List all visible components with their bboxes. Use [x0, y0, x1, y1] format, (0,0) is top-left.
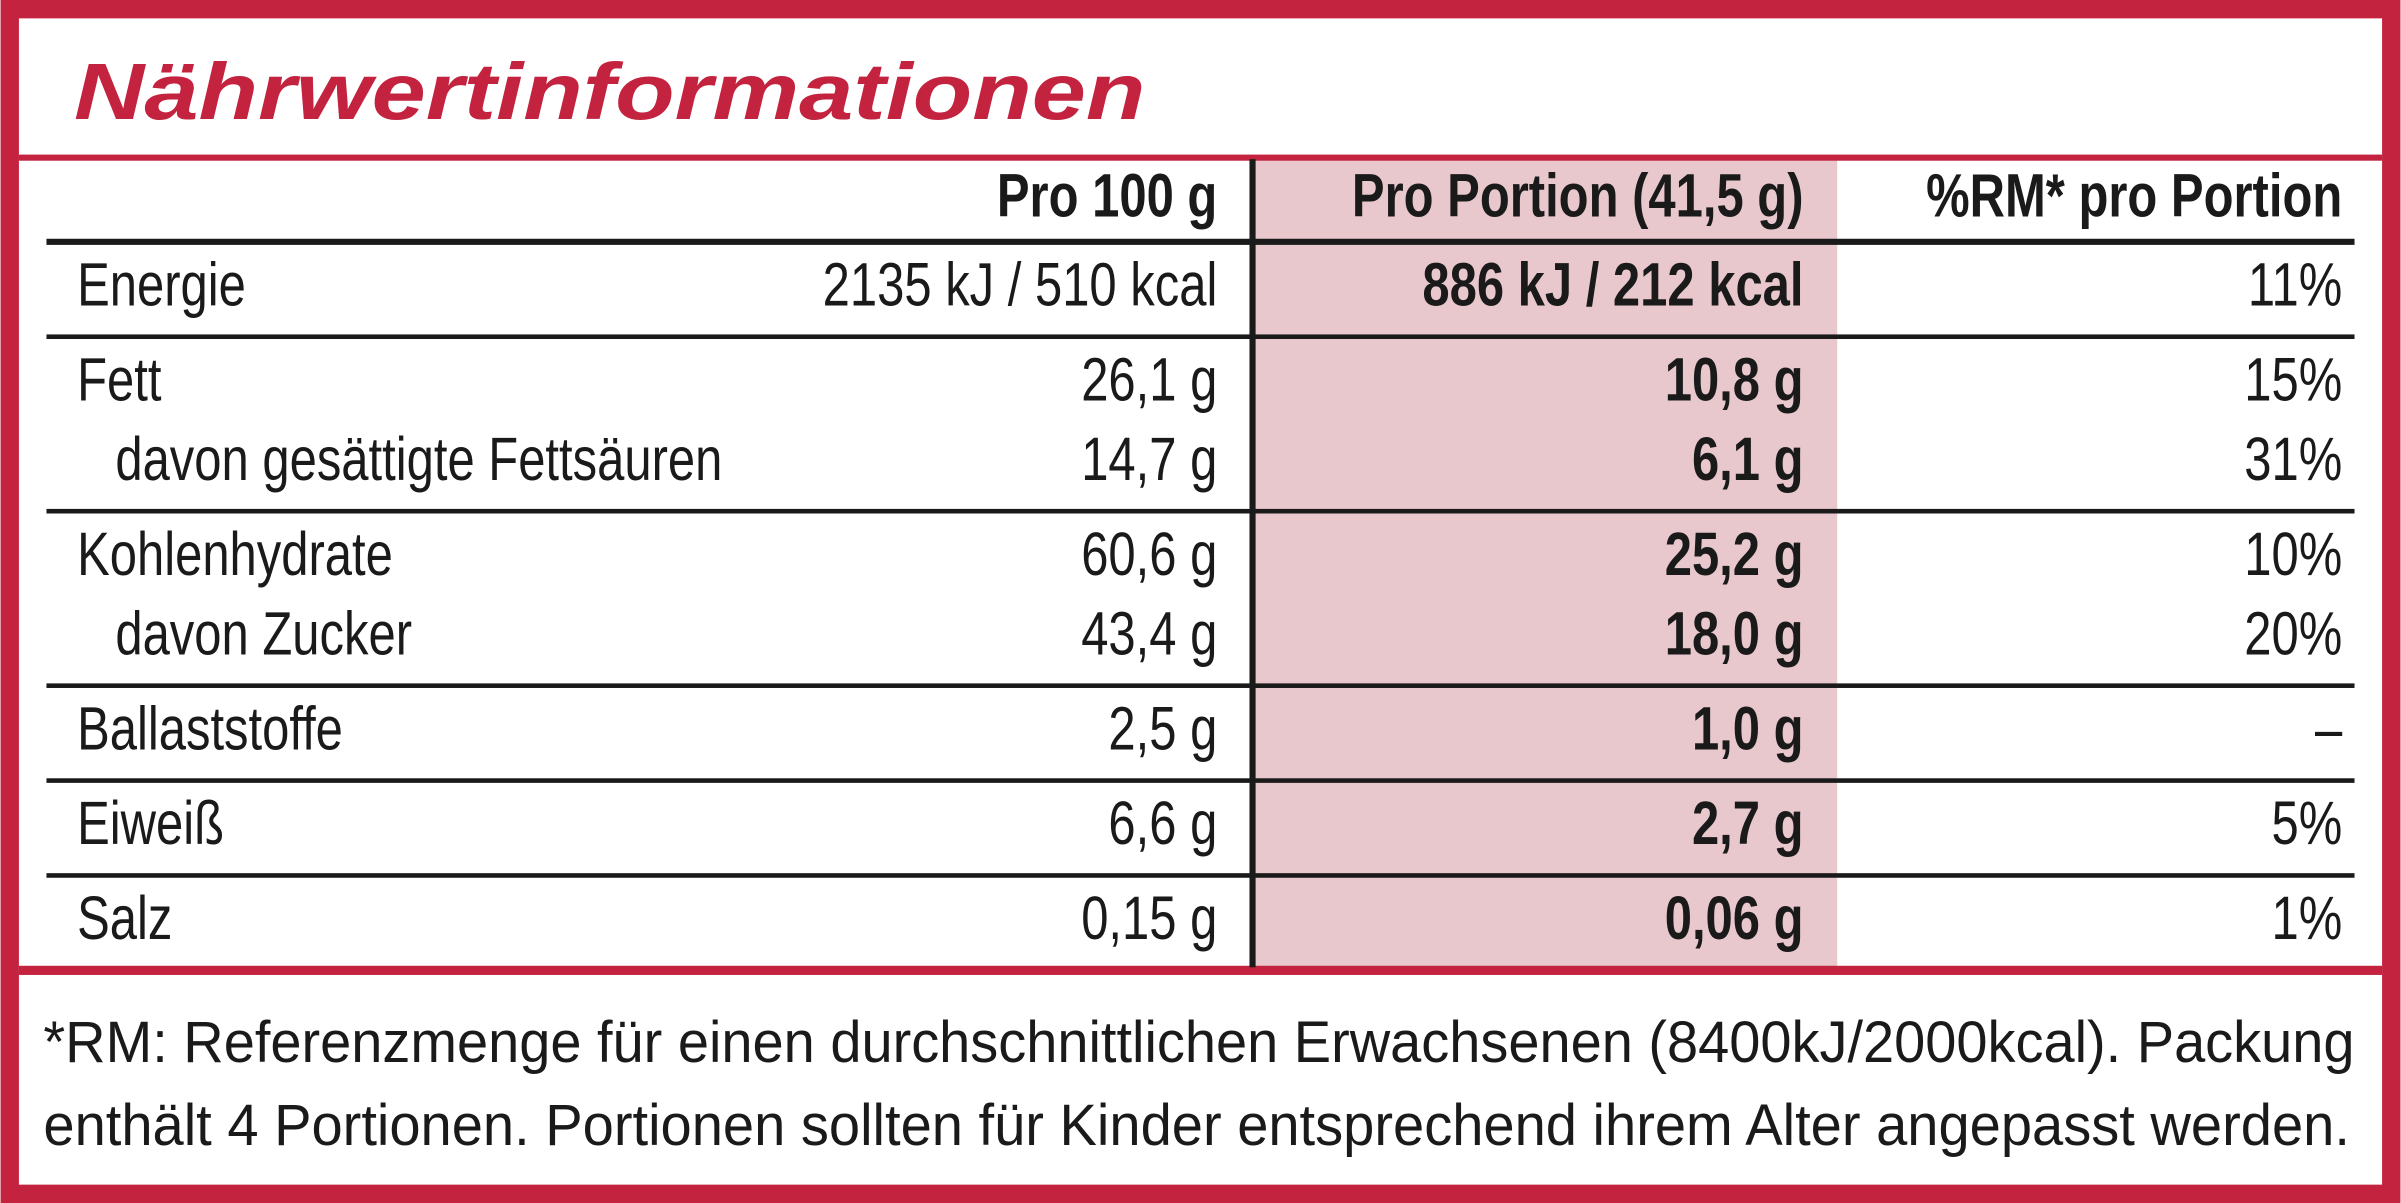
per-100g-wrap: 14,7 g: [1081, 425, 1217, 493]
reference-percent-wrap: 1%: [2272, 884, 2343, 952]
reference-percent: 1%: [2272, 884, 2343, 952]
reference-percent: 11%: [2248, 250, 2342, 318]
row-rule: [46, 238, 2355, 245]
reference-percent: 10%: [2244, 520, 2342, 588]
per-100g-wrap: 6,6 g: [1108, 789, 1217, 857]
per-100g: 43,4 g: [1081, 599, 1217, 667]
nutrient-label: Ballaststoffe: [77, 694, 343, 762]
per-portion: 1,0 g: [1692, 694, 1804, 762]
footnote-line: enthält 4 Portionen. Portionen sollten f…: [43, 1093, 2350, 1158]
sub-nutrient-label-wrap: davon gesättigte Fettsäuren: [115, 425, 722, 493]
per-portion-wrap: 886 kJ / 212 kcal: [1422, 250, 1803, 318]
row-rule: [46, 778, 2355, 783]
row-rule: [46, 508, 2355, 514]
panel: [18, 18, 2383, 1185]
portion-column-bg: [1252, 159, 1838, 971]
title-rule: [18, 154, 2383, 161]
per-100g: 2,5 g: [1108, 694, 1217, 762]
reference-percent-wrap: –: [2315, 694, 2342, 762]
reference-percent: –: [2315, 694, 2342, 762]
per-portion-wrap: 1,0 g: [1692, 694, 1804, 762]
column-header-wrap: Pro 100 g: [997, 161, 1217, 229]
row-rule: [46, 334, 2355, 340]
reference-percent-wrap: 11%: [2248, 250, 2342, 318]
nutrient-label: Fett: [77, 345, 161, 413]
reference-percent-wrap: 20%: [2244, 599, 2342, 667]
sub-nutrient-label: davon Zucker: [115, 599, 412, 667]
per-portion-wrap: 18,0 g: [1665, 599, 1804, 667]
per-portion: 25,2 g: [1665, 520, 1804, 588]
per-100g-wrap: 2,5 g: [1108, 694, 1217, 762]
per-portion: 886 kJ / 212 kcal: [1422, 250, 1803, 318]
per-100g-wrap: 0,15 g: [1081, 884, 1217, 952]
nutrient-label-wrap: Ballaststoffe: [77, 694, 343, 762]
sub-nutrient-label: davon gesättigte Fettsäuren: [115, 425, 722, 493]
reference-percent: 31%: [2244, 425, 2342, 493]
column-header: Pro Portion (41,5 g): [1352, 161, 1804, 229]
reference-percent-wrap: 10%: [2244, 520, 2342, 588]
title: Nährwertinformationen: [74, 47, 1145, 136]
nutrient-label: Salz: [77, 884, 172, 952]
row-rule: [46, 873, 2355, 878]
per-100g: 60,6 g: [1081, 520, 1217, 588]
per-100g: 14,7 g: [1081, 425, 1217, 493]
per-100g: 6,6 g: [1108, 789, 1217, 857]
reference-percent-wrap: 31%: [2244, 425, 2342, 493]
per-portion-wrap: 0,06 g: [1665, 884, 1804, 952]
nutrient-label: Energie: [77, 250, 246, 318]
column-header: Pro 100 g: [997, 161, 1217, 229]
per-100g-wrap: 60,6 g: [1081, 520, 1217, 588]
per-portion: 6,1 g: [1692, 425, 1804, 493]
per-portion: 10,8 g: [1665, 345, 1804, 413]
nutrient-label: Kohlenhydrate: [77, 520, 393, 588]
column-header-wrap: Pro Portion (41,5 g): [1352, 161, 1804, 229]
nutrient-label-wrap: Eiweiß: [77, 789, 224, 857]
per-portion-wrap: 6,1 g: [1692, 425, 1804, 493]
per-100g-wrap: 26,1 g: [1081, 345, 1217, 413]
column-header-wrap: %RM* pro Portion: [1926, 161, 2342, 229]
reference-percent: 5%: [2272, 789, 2343, 857]
reference-percent-wrap: 15%: [2244, 345, 2342, 413]
reference-percent-wrap: 5%: [2272, 789, 2343, 857]
nutrient-label-wrap: Fett: [77, 345, 161, 413]
per-portion: 0,06 g: [1665, 884, 1804, 952]
per-portion: 18,0 g: [1665, 599, 1804, 667]
per-100g-wrap: 2135 kJ / 510 kcal: [823, 250, 1218, 318]
nutrient-label-wrap: Energie: [77, 250, 246, 318]
column-rule: [1249, 159, 1256, 968]
per-100g-wrap: 43,4 g: [1081, 599, 1217, 667]
table-bottom-rule: [18, 965, 2383, 975]
reference-percent: 20%: [2244, 599, 2342, 667]
per-portion-wrap: 10,8 g: [1665, 345, 1804, 413]
column-header: %RM* pro Portion: [1926, 161, 2342, 229]
reference-percent: 15%: [2244, 345, 2342, 413]
nutrient-label-wrap: Kohlenhydrate: [77, 520, 393, 588]
per-100g: 26,1 g: [1081, 345, 1217, 413]
sub-nutrient-label-wrap: davon Zucker: [115, 599, 412, 667]
per-portion-wrap: 2,7 g: [1692, 789, 1804, 857]
nutrient-label-wrap: Salz: [77, 884, 172, 952]
per-100g: 0,15 g: [1081, 884, 1217, 952]
footnote-line: *RM: Referenzmenge für einen durchschnit…: [43, 1010, 2354, 1075]
per-portion: 2,7 g: [1692, 789, 1804, 857]
row-rule: [46, 683, 2355, 688]
nutrient-label: Eiweiß: [77, 789, 224, 857]
per-100g: 2135 kJ / 510 kcal: [823, 250, 1218, 318]
per-portion-wrap: 25,2 g: [1665, 520, 1804, 588]
